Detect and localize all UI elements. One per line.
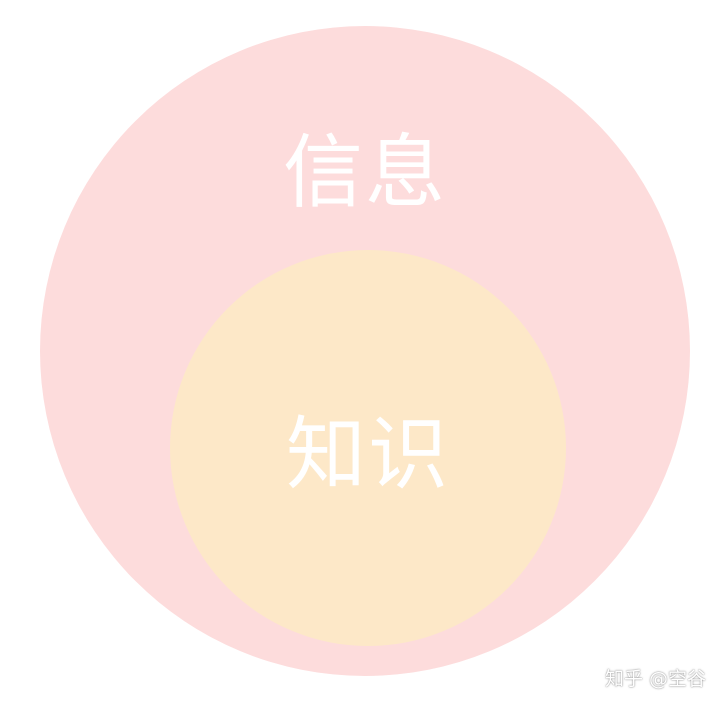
knowledge-circle xyxy=(170,250,566,646)
source-watermark: 知乎 @空谷 xyxy=(604,668,706,690)
information-label: 信息 xyxy=(283,126,447,219)
knowledge-label: 知识 xyxy=(286,408,450,501)
